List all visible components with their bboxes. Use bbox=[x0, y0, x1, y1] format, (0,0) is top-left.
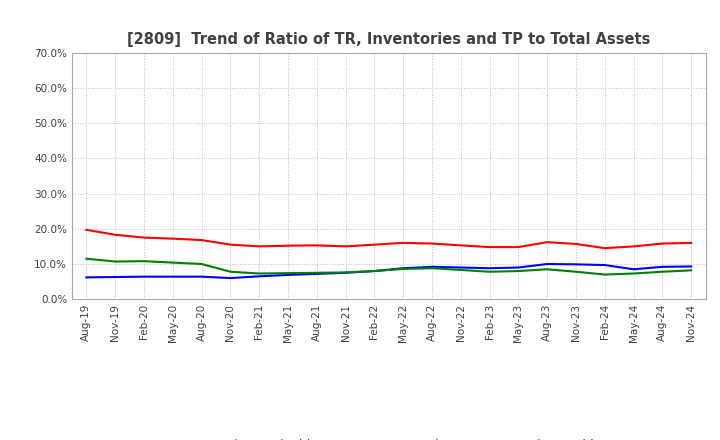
Inventories bbox=[399, 266, 408, 271]
Inventories bbox=[140, 274, 148, 279]
Inventories bbox=[82, 275, 91, 280]
Trade Receivables bbox=[255, 244, 264, 249]
Inventories bbox=[658, 264, 667, 269]
Trade Payables bbox=[629, 271, 638, 276]
Trade Receivables bbox=[428, 241, 436, 246]
Line: Inventories: Inventories bbox=[86, 264, 691, 278]
Trade Payables bbox=[370, 268, 379, 274]
Trade Payables bbox=[485, 269, 494, 275]
Trade Payables bbox=[514, 268, 523, 274]
Trade Receivables bbox=[284, 243, 292, 248]
Inventories bbox=[600, 262, 609, 268]
Trade Payables bbox=[140, 259, 148, 264]
Inventories bbox=[197, 274, 206, 279]
Trade Receivables bbox=[197, 238, 206, 243]
Trade Payables bbox=[82, 256, 91, 261]
Trade Receivables bbox=[514, 245, 523, 250]
Legend: Trade Receivables, Inventories, Trade Payables: Trade Receivables, Inventories, Trade Pa… bbox=[164, 433, 613, 440]
Inventories bbox=[428, 264, 436, 269]
Trade Receivables bbox=[168, 236, 177, 241]
Trade Payables bbox=[226, 269, 235, 275]
Trade Receivables bbox=[485, 245, 494, 250]
Inventories bbox=[168, 274, 177, 279]
Trade Payables bbox=[687, 268, 696, 273]
Line: Trade Payables: Trade Payables bbox=[86, 259, 691, 275]
Trade Receivables bbox=[341, 244, 350, 249]
Trade Receivables bbox=[370, 242, 379, 247]
Inventories bbox=[226, 275, 235, 281]
Trade Receivables bbox=[82, 227, 91, 232]
Trade Payables bbox=[197, 261, 206, 267]
Inventories bbox=[514, 265, 523, 270]
Trade Receivables bbox=[456, 243, 465, 248]
Trade Payables bbox=[341, 270, 350, 275]
Trade Receivables bbox=[600, 246, 609, 251]
Inventories bbox=[687, 264, 696, 269]
Inventories bbox=[255, 274, 264, 279]
Trade Payables bbox=[312, 270, 321, 275]
Trade Payables bbox=[456, 268, 465, 273]
Trade Payables bbox=[111, 259, 120, 264]
Trade Receivables bbox=[629, 244, 638, 249]
Inventories bbox=[284, 272, 292, 278]
Inventories bbox=[341, 270, 350, 275]
Title: [2809]  Trend of Ratio of TR, Inventories and TP to Total Assets: [2809] Trend of Ratio of TR, Inventories… bbox=[127, 33, 650, 48]
Trade Receivables bbox=[111, 232, 120, 238]
Trade Receivables bbox=[543, 239, 552, 245]
Trade Payables bbox=[658, 269, 667, 275]
Inventories bbox=[312, 271, 321, 276]
Trade Receivables bbox=[572, 241, 580, 246]
Inventories bbox=[629, 267, 638, 272]
Inventories bbox=[543, 261, 552, 267]
Trade Payables bbox=[543, 267, 552, 272]
Trade Receivables bbox=[399, 240, 408, 246]
Line: Trade Receivables: Trade Receivables bbox=[86, 230, 691, 248]
Inventories bbox=[485, 266, 494, 271]
Trade Payables bbox=[600, 272, 609, 277]
Trade Receivables bbox=[687, 240, 696, 246]
Inventories bbox=[111, 275, 120, 280]
Trade Receivables bbox=[312, 243, 321, 248]
Trade Payables bbox=[428, 266, 436, 271]
Trade Payables bbox=[168, 260, 177, 265]
Trade Receivables bbox=[226, 242, 235, 247]
Trade Payables bbox=[572, 269, 580, 275]
Trade Payables bbox=[399, 266, 408, 271]
Inventories bbox=[572, 262, 580, 267]
Inventories bbox=[456, 265, 465, 270]
Trade Payables bbox=[284, 271, 292, 276]
Inventories bbox=[370, 268, 379, 274]
Trade Receivables bbox=[658, 241, 667, 246]
Trade Receivables bbox=[140, 235, 148, 240]
Trade Payables bbox=[255, 271, 264, 276]
